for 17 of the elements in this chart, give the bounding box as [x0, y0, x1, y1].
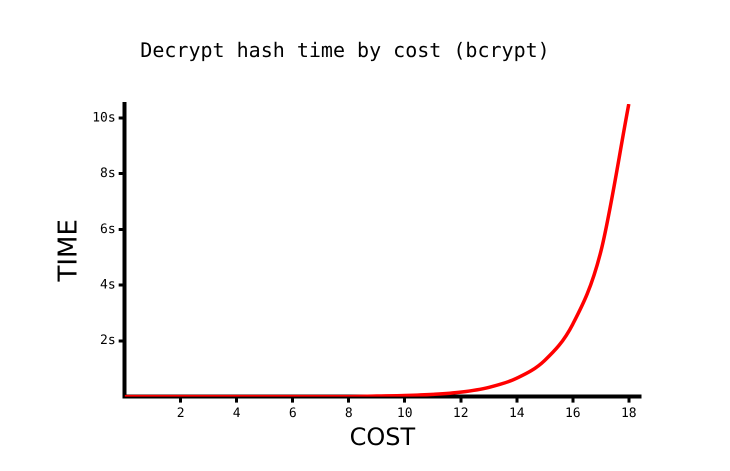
y-tick-label: 10s — [92, 110, 116, 126]
chart-title: Decrypt hash time by cost (bcrypt) — [140, 38, 550, 62]
x-tick-label: 16 — [564, 406, 581, 421]
x-tick-label: 4 — [232, 406, 241, 421]
y-tick-label: 2s — [100, 333, 116, 348]
x-axis-title: COST — [350, 422, 416, 451]
x-tick-label: 6 — [288, 406, 297, 421]
y-axis-title: TIME — [53, 219, 84, 283]
y-tick-label: 8s — [100, 166, 116, 182]
x-tick-label: 8 — [344, 406, 353, 421]
x-tick-label: 2 — [176, 406, 185, 421]
y-tick-label: 4s — [100, 278, 116, 293]
y-tick-label: 6s — [100, 222, 116, 237]
x-tick-label: 18 — [620, 406, 637, 421]
x-tick-label: 12 — [452, 406, 469, 421]
x-tick-label: 10 — [396, 406, 413, 421]
x-tick-label: 14 — [508, 406, 525, 421]
